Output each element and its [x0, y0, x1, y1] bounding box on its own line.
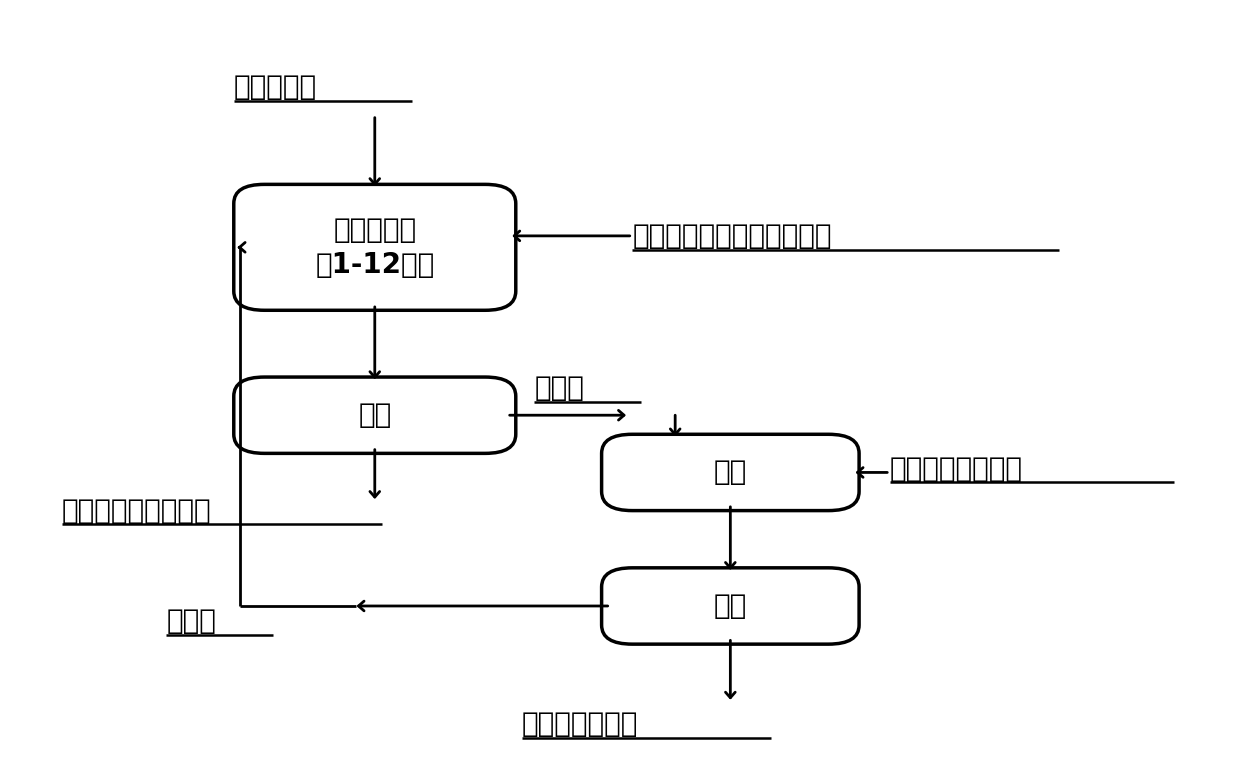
- FancyBboxPatch shape: [601, 434, 859, 510]
- FancyBboxPatch shape: [234, 377, 516, 453]
- Text: 含有其他金属的水相: 含有其他金属的水相: [62, 497, 212, 524]
- Text: 震荡: 震荡: [714, 458, 746, 486]
- Text: 有机相: 有机相: [534, 375, 584, 402]
- Text: 分离: 分离: [714, 592, 746, 620]
- Text: 有机相: 有机相: [166, 608, 216, 636]
- Text: 目标金属的水相: 目标金属的水相: [522, 710, 639, 738]
- FancyBboxPatch shape: [234, 184, 516, 310]
- Text: 混合澄清槽
（1-12级）: 混合澄清槽 （1-12级）: [315, 216, 434, 279]
- FancyBboxPatch shape: [601, 568, 859, 644]
- Text: 分离: 分离: [358, 401, 392, 429]
- Text: 含有新型萃取剂的有机溶剂: 含有新型萃取剂的有机溶剂: [632, 222, 832, 250]
- Text: 含有反萃剂的水相: 含有反萃剂的水相: [890, 455, 1023, 483]
- Text: 金属水溶液: 金属水溶液: [234, 73, 317, 101]
